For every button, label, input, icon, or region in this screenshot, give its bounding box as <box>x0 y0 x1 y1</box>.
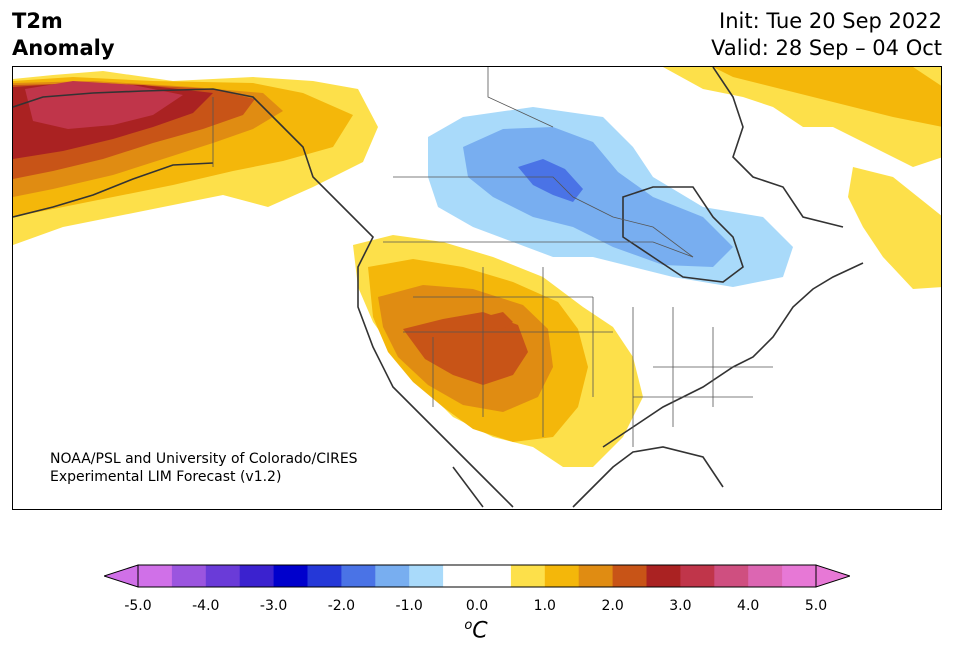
colorbar-over-arrow <box>815 564 850 588</box>
colorbar-tick-label: -4.0 <box>192 598 220 614</box>
coastlines <box>13 67 864 508</box>
colorbar-segment <box>138 565 173 587</box>
colorbar-segment <box>578 565 614 587</box>
warm-region-labrador <box>848 167 941 289</box>
colorbar-segments <box>138 565 817 587</box>
warm-region-west-4 <box>403 312 528 385</box>
degree-symbol: o <box>464 618 473 633</box>
colorbar-tick-label: 2.0 <box>601 598 624 614</box>
colorbar-tick-label: 3.0 <box>669 598 692 614</box>
colorbar-tick-label: 5.0 <box>804 598 828 614</box>
title-metric: Anomaly <box>12 36 115 60</box>
colorbar-tick-label: -1.0 <box>395 598 423 614</box>
warm-hotspot <box>483 312 513 329</box>
warm-region-greenland-2 <box>713 67 941 127</box>
credit-note: NOAA/PSL and University of Colorado/CIRE… <box>50 450 358 486</box>
political-borders <box>212 67 773 447</box>
colorbar-tick-label: -3.0 <box>259 598 288 614</box>
colorbar-segment <box>409 565 444 587</box>
title-variable: T2m <box>12 9 63 33</box>
colorbar-tick-label: 4.0 <box>737 598 760 614</box>
valid-dates: Valid: 28 Sep – 04 Oct <box>711 36 942 60</box>
colorbar-tick-label: -5.0 <box>124 598 152 614</box>
forecast-dates: Init: Tue 20 Sep 2022 Valid: 28 Sep – 04… <box>711 8 942 62</box>
colorbar-segment <box>714 565 749 587</box>
colorbar-segment <box>782 565 817 587</box>
colorbar-segment <box>341 565 376 587</box>
colorbar-tick-label: 0.0 <box>465 598 489 614</box>
colorbar-unit: oC <box>464 618 487 643</box>
colorbar-segment <box>680 565 715 587</box>
colorbar-segment <box>375 565 410 587</box>
cool-region-2 <box>463 127 733 267</box>
colorbar <box>104 564 850 588</box>
colorbar-segment <box>205 565 241 587</box>
colorbar-segment <box>646 565 681 587</box>
unit-letter: C <box>472 618 488 644</box>
anomaly-map: NOAA/PSL and University of Colorado/CIRE… <box>12 66 942 510</box>
colorbar-segment <box>171 565 207 587</box>
colorbar-under-arrow <box>104 564 139 588</box>
map-canvas <box>13 67 941 508</box>
colorbar-tick-label: -2.0 <box>327 598 356 614</box>
warm-region-alaska-6 <box>25 81 183 129</box>
colorbar-segment <box>443 565 478 587</box>
colorbar-segment <box>273 565 308 587</box>
credit-line-2: Experimental LIM Forecast (v1.2) <box>50 469 282 485</box>
map-title: T2m Anomaly <box>12 8 115 62</box>
colorbar-segment <box>239 565 275 587</box>
colorbar-segment <box>544 565 580 587</box>
colorbar-segment <box>748 565 783 587</box>
colorbar-segment <box>510 565 546 587</box>
colorbar-segment <box>612 565 647 587</box>
init-date: Init: Tue 20 Sep 2022 <box>719 9 942 33</box>
credit-line-1: NOAA/PSL and University of Colorado/CIRE… <box>50 451 358 467</box>
colorbar-segment <box>477 565 512 587</box>
colorbar-segment <box>307 565 342 587</box>
colorbar-frame <box>137 564 817 588</box>
colorbar-tick-label: 1.0 <box>533 598 556 614</box>
